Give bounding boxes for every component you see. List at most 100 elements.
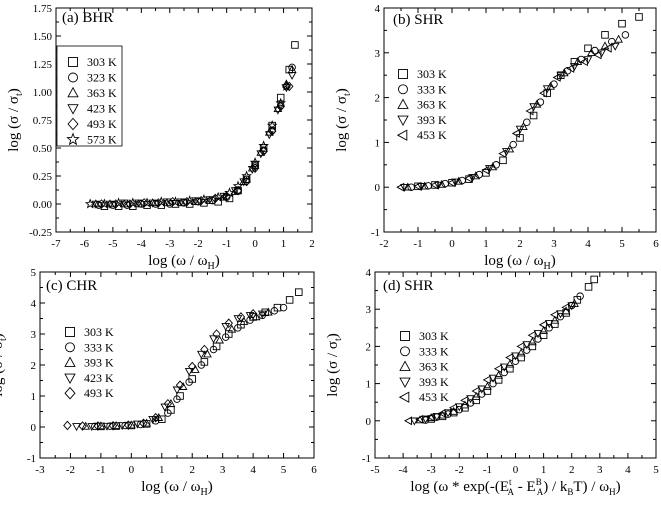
data-point: [139, 418, 148, 429]
data-point: [483, 387, 492, 395]
data-point: [141, 197, 153, 208]
x-tick-label: 4: [625, 464, 631, 476]
y-tick-label: 1: [366, 379, 372, 391]
data-point: [610, 42, 620, 51]
data-point: [528, 342, 537, 351]
data-point: [173, 395, 181, 403]
legend-label: 333 K: [417, 82, 447, 96]
series-423-k: [91, 71, 297, 209]
x-tick-label: -4: [137, 238, 147, 250]
data-point: [170, 196, 181, 207]
data-point: [561, 302, 570, 312]
data-point: [539, 88, 548, 98]
legend-marker: [398, 391, 410, 403]
data-point: [200, 344, 209, 355]
data-point: [587, 48, 596, 57]
y-tick-label: -1: [362, 453, 371, 465]
data-point: [133, 420, 142, 429]
data-point: [567, 302, 577, 311]
data-point: [498, 149, 507, 158]
data-point: [154, 412, 164, 421]
legend-marker: [399, 360, 411, 371]
data-point: [119, 199, 129, 208]
data-point: [584, 283, 593, 291]
data-point: [117, 422, 127, 431]
legend-label: 333 K: [419, 344, 449, 358]
data-point: [288, 63, 296, 72]
data-point: [91, 199, 101, 208]
data-point: [543, 89, 551, 97]
data-point: [273, 104, 283, 113]
legend-label: 423 K: [84, 371, 114, 385]
x-tick-label: -2: [194, 238, 203, 250]
data-point: [468, 174, 477, 183]
legend-marker: [400, 331, 410, 341]
data-point: [409, 417, 419, 426]
data-point: [533, 330, 543, 339]
x-tick-label: 2: [309, 238, 315, 250]
data-point: [407, 183, 415, 191]
data-point: [224, 187, 235, 198]
data-point: [493, 364, 502, 374]
x-tick-label: 4: [250, 464, 256, 476]
data-point: [400, 183, 409, 192]
legend-label: 573 K: [87, 133, 117, 147]
y-tick-label: 4: [31, 298, 37, 310]
data-point: [464, 173, 473, 183]
y-tick-label: 1: [375, 137, 381, 149]
data-point: [247, 163, 257, 172]
data-point: [259, 146, 268, 157]
x-tick-label: -3: [165, 238, 175, 250]
x-tick-label: 1: [541, 464, 547, 476]
data-point: [126, 420, 136, 429]
data-point: [454, 176, 464, 185]
y-tick-label: 4: [366, 267, 372, 279]
legend-label: 453 K: [417, 128, 447, 142]
data-point: [460, 395, 469, 405]
x-axis-label: log (ω * exp(-(Et A - EB A) / kBT) / ωH): [410, 477, 620, 497]
data-point: [209, 335, 218, 344]
legend-label: 393 K: [417, 113, 447, 127]
data-point: [443, 409, 453, 418]
x-tick-label: 6: [311, 464, 317, 476]
y-axis-label: log (σ / σt): [6, 88, 25, 152]
data-point: [134, 199, 143, 208]
data-point: [142, 420, 151, 428]
y-tick-label: 3: [366, 304, 372, 316]
x-tick-label: 2: [517, 238, 523, 250]
data-point: [72, 423, 81, 432]
data-point: [221, 333, 230, 341]
legend-label: 393 K: [419, 375, 449, 389]
data-point: [196, 195, 206, 206]
data-point: [232, 180, 244, 191]
data-point: [162, 198, 172, 207]
data-point: [494, 376, 503, 384]
panel-title: (d) SHR: [383, 278, 433, 294]
legend-label: 363 K: [419, 360, 449, 374]
data-point: [570, 62, 579, 71]
legend-marker: [399, 377, 411, 389]
data-point: [155, 196, 167, 207]
y-axis-label: log (σ / σt): [334, 88, 353, 152]
data-point: [256, 147, 266, 156]
data-point: [447, 178, 456, 188]
legend-marker: [67, 117, 79, 131]
data-point: [250, 163, 260, 173]
data-point: [148, 198, 158, 207]
data-point: [454, 403, 464, 412]
data-point: [105, 199, 115, 208]
data-point: [492, 161, 500, 169]
data-point: [91, 200, 101, 209]
data-point: [176, 198, 186, 207]
series-303-k: [414, 13, 643, 191]
series-573-k: [84, 80, 292, 209]
panel-title: (b) SHR: [393, 12, 443, 28]
y-tick-label: 0.75: [33, 115, 53, 127]
x-axis-label: log (ω / ωH): [484, 253, 556, 272]
x-tick-label: -2: [66, 464, 75, 476]
data-point: [276, 93, 285, 102]
data-point: [108, 420, 118, 431]
data-point: [621, 31, 630, 39]
